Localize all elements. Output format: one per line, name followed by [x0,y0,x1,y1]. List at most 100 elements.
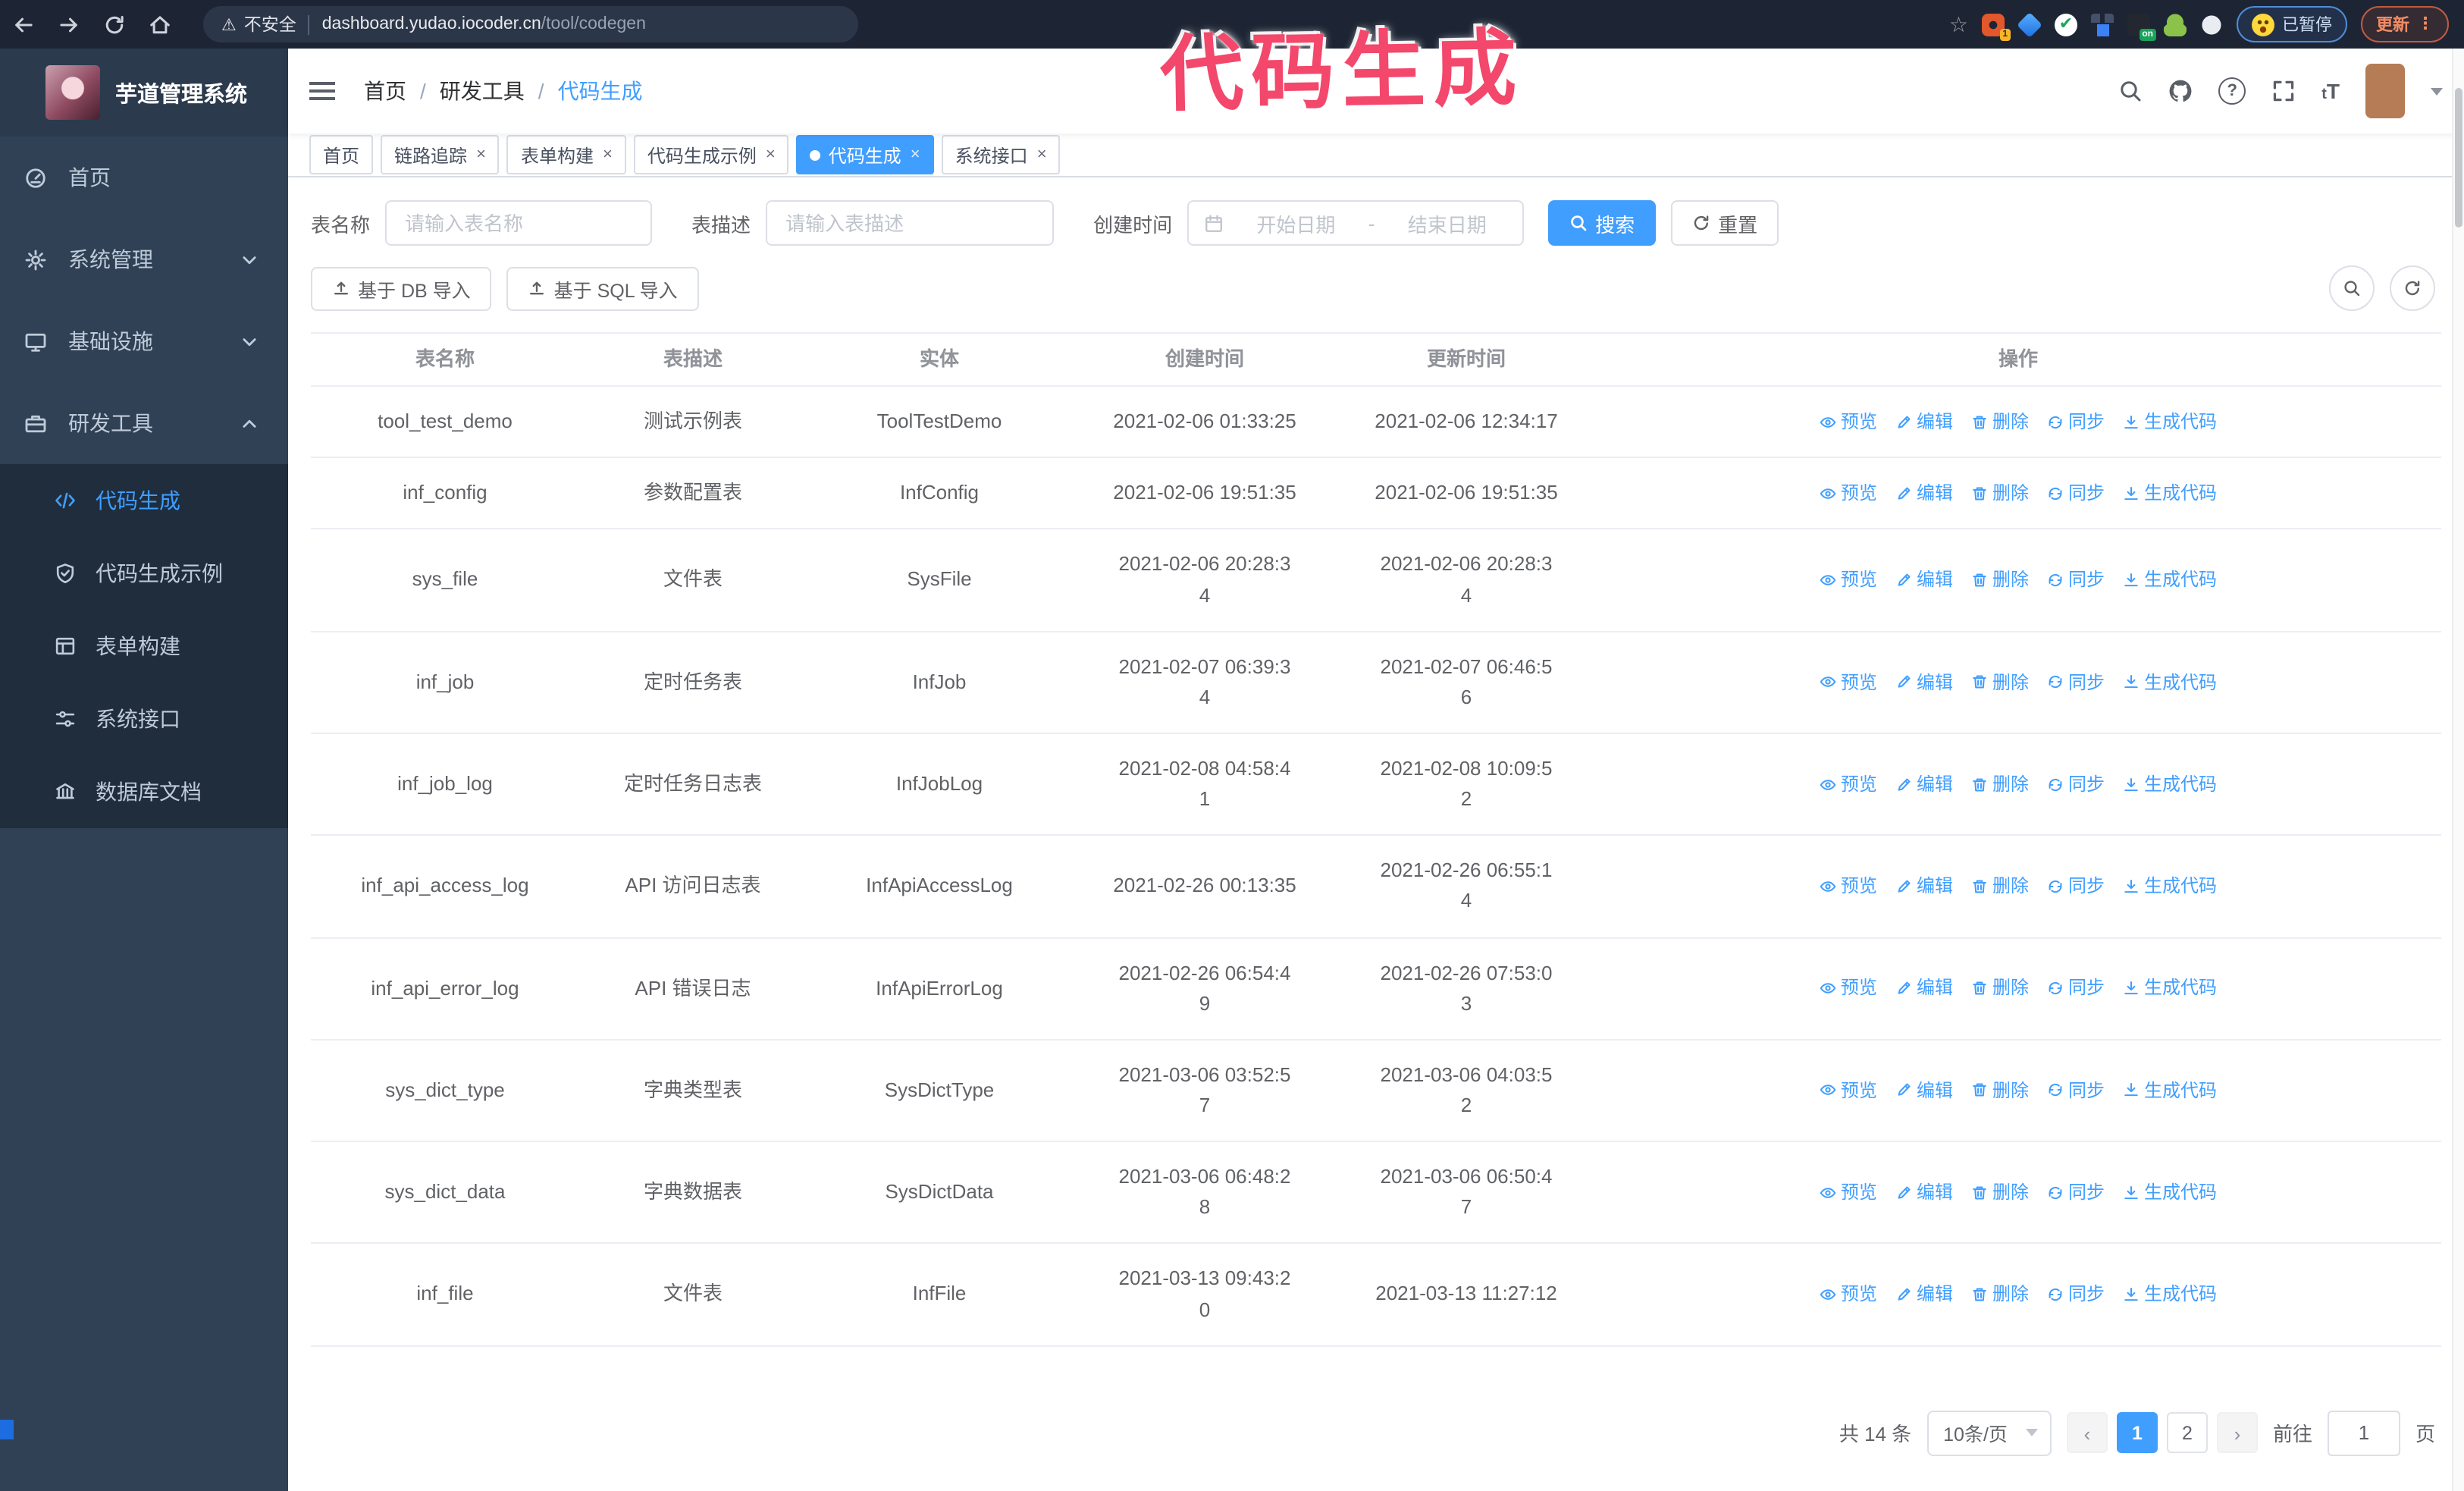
next-page-button[interactable]: › [2216,1412,2258,1454]
action-edit-link[interactable]: 编辑 [1895,668,1953,696]
import-sql-button[interactable]: 基于 SQL 导入 [506,266,699,310]
action-preview-link[interactable]: 预览 [1820,975,1877,1003]
action-generate-code-link[interactable]: 生成代码 [2123,668,2217,696]
action-preview-link[interactable]: 预览 [1820,479,1877,507]
action-delete-link[interactable]: 删除 [1971,1179,2029,1207]
extension-gem-icon[interactable] [2017,11,2042,37]
refresh-table-button[interactable] [2390,265,2435,311]
action-sync-link[interactable]: 同步 [2047,1076,2105,1104]
tab-close-icon[interactable]: × [1036,146,1047,164]
action-generate-code-link[interactable]: 生成代码 [2123,1179,2217,1207]
extension-check-icon[interactable]: ✔ [2055,13,2077,36]
tab-代码生成[interactable]: 代码生成 × [796,135,934,174]
page-button-2[interactable]: 2 [2166,1412,2208,1454]
sidebar-subitem-form-builder[interactable]: 表单构建 [0,610,288,683]
action-delete-link[interactable]: 删除 [1971,668,2029,696]
extension-onenote-icon[interactable]: on [2127,13,2156,40]
sidebar-item-infra[interactable]: 基础设施 [0,300,288,382]
sidebar-subitem-system-api[interactable]: 系统接口 [0,683,288,755]
action-edit-link[interactable]: 编辑 [1895,1076,1953,1104]
fullscreen-icon[interactable] [2271,79,2296,103]
date-range-picker[interactable]: 开始日期 - 结束日期 [1187,200,1525,246]
bookmark-star-icon[interactable]: ☆ [1948,11,1968,36]
action-edit-link[interactable]: 编辑 [1895,408,1953,436]
action-generate-code-link[interactable]: 生成代码 [2123,479,2217,507]
toggle-search-button[interactable] [2329,265,2375,311]
search-button[interactable]: 搜索 [1548,200,1657,246]
table-desc-input[interactable] [766,200,1055,246]
sidebar-subitem-codegen-demo[interactable]: 代码生成示例 [0,537,288,610]
sidebar-toggle-button[interactable] [288,82,355,100]
table-name-input[interactable] [385,200,653,246]
action-preview-link[interactable]: 预览 [1820,1280,1877,1308]
browser-back-button[interactable] [0,5,45,44]
sidebar-item-devtools[interactable]: 研发工具 [0,382,288,464]
update-button[interactable]: 更新 ⋮ [2361,6,2449,42]
action-delete-link[interactable]: 删除 [1971,1280,2029,1308]
action-generate-code-link[interactable]: 生成代码 [2123,975,2217,1003]
action-sync-link[interactable]: 同步 [2047,1280,2105,1308]
action-edit-link[interactable]: 编辑 [1895,1280,1953,1308]
action-generate-code-link[interactable]: 生成代码 [2123,567,2217,595]
action-preview-link[interactable]: 预览 [1820,567,1877,595]
breadcrumb-item[interactable]: 代码生成 [557,79,643,103]
help-icon[interactable]: ? [2218,77,2246,105]
extension-robot-icon[interactable] [2164,13,2187,36]
tab-close-icon[interactable]: × [910,146,920,164]
tab-close-icon[interactable]: × [602,146,613,164]
sidebar-logo-row[interactable]: 芋道管理系统 [0,49,288,137]
tab-表单构建[interactable]: 表单构建 × [506,135,626,174]
address-bar[interactable]: ⚠ 不安全 dashboard.yudao.iocoder.cn/tool/co… [203,6,858,42]
action-preview-link[interactable]: 预览 [1820,872,1877,900]
action-preview-link[interactable]: 预览 [1820,771,1877,799]
action-generate-code-link[interactable]: 生成代码 [2123,1076,2217,1104]
extension-grid-icon[interactable] [2091,13,2114,36]
action-sync-link[interactable]: 同步 [2047,975,2105,1003]
page-scrollbar[interactable] [2452,49,2464,1491]
action-generate-code-link[interactable]: 生成代码 [2123,771,2217,799]
action-edit-link[interactable]: 编辑 [1895,872,1953,900]
page-size-select[interactable]: 10条/页 [1926,1410,2052,1456]
font-size-icon[interactable]: tT [2321,79,2340,103]
action-delete-link[interactable]: 删除 [1971,567,2029,595]
sidebar-subitem-codegen[interactable]: 代码生成 [0,464,288,537]
sidebar-item-system[interactable]: 系统管理 [0,218,288,300]
action-delete-link[interactable]: 删除 [1971,479,2029,507]
action-preview-link[interactable]: 预览 [1820,408,1877,436]
tab-首页[interactable]: 首页 [309,135,374,174]
action-edit-link[interactable]: 编辑 [1895,975,1953,1003]
action-sync-link[interactable]: 同步 [2047,408,2105,436]
action-delete-link[interactable]: 删除 [1971,771,2029,799]
browser-home-button[interactable] [136,5,182,44]
breadcrumb-item[interactable]: 研发工具 [439,79,525,103]
tab-系统接口[interactable]: 系统接口 × [941,135,1061,174]
action-generate-code-link[interactable]: 生成代码 [2123,872,2217,900]
extension-puzzle-icon[interactable] [2200,13,2223,36]
action-delete-link[interactable]: 删除 [1971,408,2029,436]
import-db-button[interactable]: 基于 DB 导入 [311,266,492,310]
browser-reload-button[interactable] [91,5,136,44]
goto-page-input[interactable] [2327,1410,2400,1456]
browser-forward-button[interactable] [45,5,91,44]
action-sync-link[interactable]: 同步 [2047,567,2105,595]
action-delete-link[interactable]: 删除 [1971,1076,2029,1104]
tab-close-icon[interactable]: × [765,146,776,164]
action-preview-link[interactable]: 预览 [1820,668,1877,696]
tab-代码生成示例[interactable]: 代码生成示例 × [633,135,789,174]
action-sync-link[interactable]: 同步 [2047,1179,2105,1207]
header-search-icon[interactable] [2118,79,2143,103]
scrollbar-thumb[interactable] [2455,88,2462,228]
extension-icon[interactable]: 1 [1982,13,2011,40]
action-generate-code-link[interactable]: 生成代码 [2123,1280,2217,1308]
action-sync-link[interactable]: 同步 [2047,771,2105,799]
action-edit-link[interactable]: 编辑 [1895,771,1953,799]
page-button-1[interactable]: 1 [2116,1412,2158,1454]
tab-close-icon[interactable]: × [476,146,486,164]
action-sync-link[interactable]: 同步 [2047,668,2105,696]
avatar-caret-down-icon[interactable] [2431,87,2443,101]
breadcrumb-item[interactable]: 首页 [364,79,406,103]
sidebar-subitem-db-doc[interactable]: 数据库文档 [0,755,288,828]
reset-button[interactable]: 重置 [1671,200,1779,246]
tab-链路追踪[interactable]: 链路追踪 × [381,135,500,174]
action-edit-link[interactable]: 编辑 [1895,1179,1953,1207]
